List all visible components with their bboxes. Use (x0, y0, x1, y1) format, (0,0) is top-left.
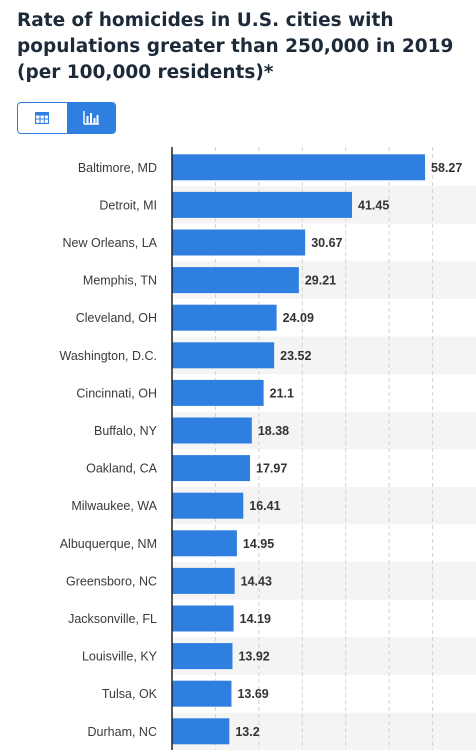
bar (172, 605, 234, 632)
bar (172, 492, 244, 519)
chart-title: Rate of homicides in U.S. cities with po… (17, 10, 454, 83)
value-label: 18.38 (258, 424, 289, 438)
bar (172, 304, 277, 331)
bar (172, 643, 233, 670)
category-label: Durham, NC (88, 725, 157, 739)
value-label: 30.67 (311, 236, 342, 250)
value-label: 13.69 (237, 687, 268, 701)
value-label: 16.41 (249, 499, 280, 513)
category-label: Greensboro, NC (66, 574, 157, 588)
value-label: 13.92 (238, 650, 269, 664)
table-view-button[interactable] (18, 103, 67, 133)
value-label: 14.19 (240, 612, 271, 626)
view-toggle[interactable] (17, 102, 116, 134)
category-label: Memphis, TN (83, 274, 157, 288)
value-label: 41.45 (358, 198, 389, 212)
value-label: 58.27 (431, 161, 462, 175)
bar (172, 567, 235, 594)
category-label: Detroit, MI (99, 198, 157, 212)
category-label: Buffalo, NY (94, 424, 158, 438)
value-label: 14.95 (243, 537, 274, 551)
bar-chart: Baltimore, MD 58.27 Detroit, MI 41.45 New Or… (60, 147, 476, 750)
bar (172, 267, 299, 294)
value-label: 14.43 (241, 574, 272, 588)
value-label: 24.09 (283, 311, 314, 325)
category-label: New Orleans, LA (63, 236, 158, 250)
chart-view-button[interactable] (66, 103, 115, 133)
value-label: 29.21 (305, 274, 336, 288)
category-label: Jacksonville, FL (68, 612, 157, 626)
bar (172, 417, 252, 444)
value-label: 17.97 (256, 462, 287, 476)
category-label: Cleveland, OH (76, 311, 157, 325)
category-label: Washington, D.C. (60, 349, 158, 363)
value-label: 13.2 (235, 725, 259, 739)
category-label: Cincinnati, OH (76, 386, 157, 400)
category-label: Baltimore, MD (78, 161, 157, 175)
bar (172, 379, 264, 406)
category-label: Tulsa, OK (102, 687, 158, 701)
bar (172, 530, 237, 557)
bar (172, 342, 275, 369)
table-icon (35, 112, 50, 124)
bar (172, 229, 306, 256)
bar (172, 718, 230, 745)
bar-chart-icon (83, 111, 99, 125)
bar (172, 191, 353, 218)
category-label: Albuquerque, NM (60, 537, 157, 551)
category-label: Oakland, CA (86, 462, 158, 476)
value-label: 21.1 (270, 386, 294, 400)
category-label: Milwaukee, WA (71, 499, 157, 513)
bar (172, 154, 426, 181)
bar (172, 455, 251, 482)
bar (172, 680, 232, 707)
category-label: Louisville, KY (82, 650, 158, 664)
value-label: 23.52 (280, 349, 311, 363)
